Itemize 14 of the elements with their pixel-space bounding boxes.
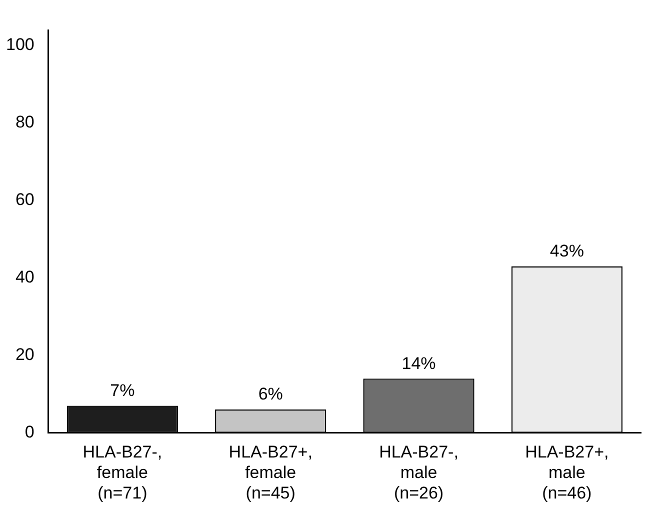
y-tick-label: 100 <box>6 35 34 54</box>
x-tick-label: HLA-B27+, male (n=46) <box>525 442 609 502</box>
y-tick-label: 80 <box>15 112 34 132</box>
y-tick-label: 20 <box>15 345 34 364</box>
data-label: 7% <box>110 380 135 400</box>
y-tick-label: 0 <box>24 422 34 442</box>
x-tick-label: HLA-B27-, female (n=71) <box>82 442 162 502</box>
data-label: 6% <box>258 384 283 404</box>
y-tick-label: 40 <box>15 268 34 287</box>
y-tick-label: 60 <box>15 190 34 210</box>
x-tick-label: HLA-B27-, male (n=26) <box>379 442 458 502</box>
x-tick-label: HLA-B27+, female (n=45) <box>228 442 312 502</box>
data-label: 14% <box>402 354 436 373</box>
data-label: 43% <box>550 241 584 260</box>
